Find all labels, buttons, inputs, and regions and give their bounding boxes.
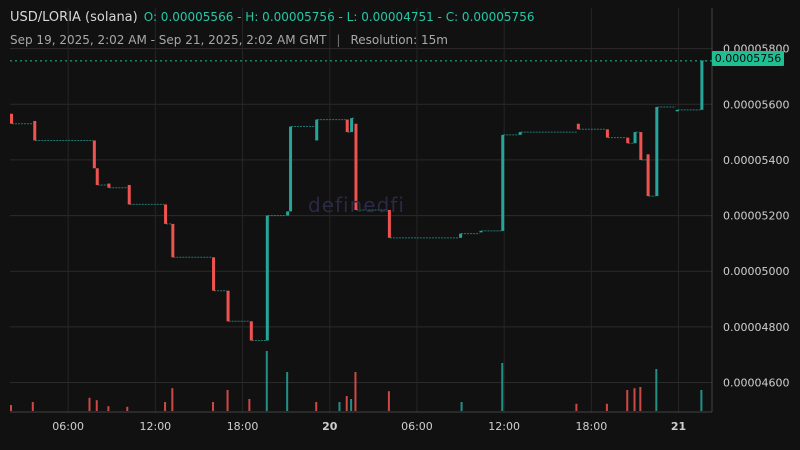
- x-tick-label: 12:00: [488, 420, 520, 433]
- candle: [10, 113, 13, 124]
- volume-bar: [226, 390, 229, 411]
- volume-bar: [387, 391, 390, 411]
- volume-bar: [212, 402, 215, 411]
- candle: [501, 134, 505, 231]
- volume-bar: [265, 351, 268, 411]
- volume-bar: [700, 390, 703, 411]
- y-tick-label: 0.00004600: [723, 377, 789, 390]
- candle: [127, 184, 131, 205]
- x-tick-label: 18:00: [576, 420, 608, 433]
- candle: [92, 140, 96, 169]
- y-tick-label: 0.00005600: [723, 98, 789, 111]
- candle: [107, 183, 111, 188]
- candle: [639, 132, 643, 160]
- candle: [576, 123, 580, 130]
- candle: [350, 118, 354, 133]
- volume-bar: [31, 402, 34, 411]
- volume-bar: [88, 397, 91, 411]
- volume-bar: [338, 402, 341, 411]
- volume-bar: [126, 406, 129, 411]
- volume-bar: [501, 363, 504, 411]
- volume-bar: [655, 369, 658, 411]
- candle: [655, 107, 659, 197]
- candle: [226, 290, 230, 322]
- volume-bar: [164, 402, 167, 411]
- x-tick-label: 06:00: [401, 420, 433, 433]
- candle: [345, 119, 349, 133]
- candle: [518, 132, 522, 135]
- volume-bar: [633, 388, 636, 411]
- candle: [33, 120, 37, 141]
- candle: [646, 154, 650, 197]
- candle: [700, 60, 704, 110]
- volume-bar: [626, 390, 629, 411]
- volume-bar: [605, 403, 608, 411]
- volume-bar: [248, 399, 251, 411]
- candle: [354, 123, 358, 210]
- candle: [479, 230, 483, 233]
- candle: [289, 126, 293, 212]
- chart-subheader: Sep 19, 2025, 2:02 AM - Sep 21, 2025, 2:…: [10, 33, 448, 47]
- volume-bar: [639, 387, 642, 411]
- candle: [626, 137, 630, 144]
- volume-bar: [107, 406, 110, 411]
- candle: [459, 233, 463, 238]
- volume-bar: [350, 399, 353, 411]
- date-range: Sep 19, 2025, 2:02 AM - Sep 21, 2025, 2:…: [10, 33, 327, 47]
- x-tick-label: 12:00: [139, 420, 171, 433]
- header-separator: |: [336, 33, 341, 47]
- candle: [605, 129, 609, 138]
- volume-bar: [95, 400, 98, 411]
- candle: [95, 168, 99, 185]
- candle: [675, 109, 679, 112]
- volume-bar: [286, 372, 289, 411]
- volume-bar: [460, 402, 463, 411]
- volume-bar: [354, 372, 357, 411]
- candle: [164, 204, 168, 224]
- candle: [212, 257, 216, 291]
- x-tick-label: 20: [322, 420, 338, 433]
- candle: [633, 132, 637, 144]
- y-tick-label: 0.00005000: [723, 265, 789, 278]
- y-tick-label: 0.00005200: [723, 210, 789, 223]
- x-tick-label: 18:00: [227, 420, 259, 433]
- x-tick-label: 21: [671, 420, 686, 433]
- y-tick-label: 0.00005400: [723, 154, 789, 167]
- y-tick-label: 0.00004800: [723, 321, 789, 334]
- candle: [387, 210, 391, 238]
- last-price-tag: 0.00005756: [712, 51, 784, 66]
- candle: [265, 215, 269, 341]
- volume-bar: [575, 403, 578, 411]
- resolution-label[interactable]: Resolution: 15m: [350, 33, 448, 47]
- candle: [286, 211, 290, 216]
- volume-bar: [345, 396, 348, 411]
- x-tick-label: 06:00: [52, 420, 84, 433]
- pair-title: USD/LORIA (solana): [10, 10, 138, 25]
- volume-bar: [171, 388, 174, 411]
- volume-bar: [10, 405, 12, 411]
- candle: [249, 321, 253, 341]
- volume-bar: [315, 402, 318, 411]
- watermark-logo: definedfi: [308, 193, 405, 217]
- chart-header: USD/LORIA (solana) O: 0.00005566 - H: 0.0…: [10, 10, 534, 25]
- candle: [171, 223, 175, 258]
- candle: [315, 119, 319, 141]
- ohlc-values: O: 0.00005566 - H: 0.00005756 - L: 0.000…: [143, 10, 535, 24]
